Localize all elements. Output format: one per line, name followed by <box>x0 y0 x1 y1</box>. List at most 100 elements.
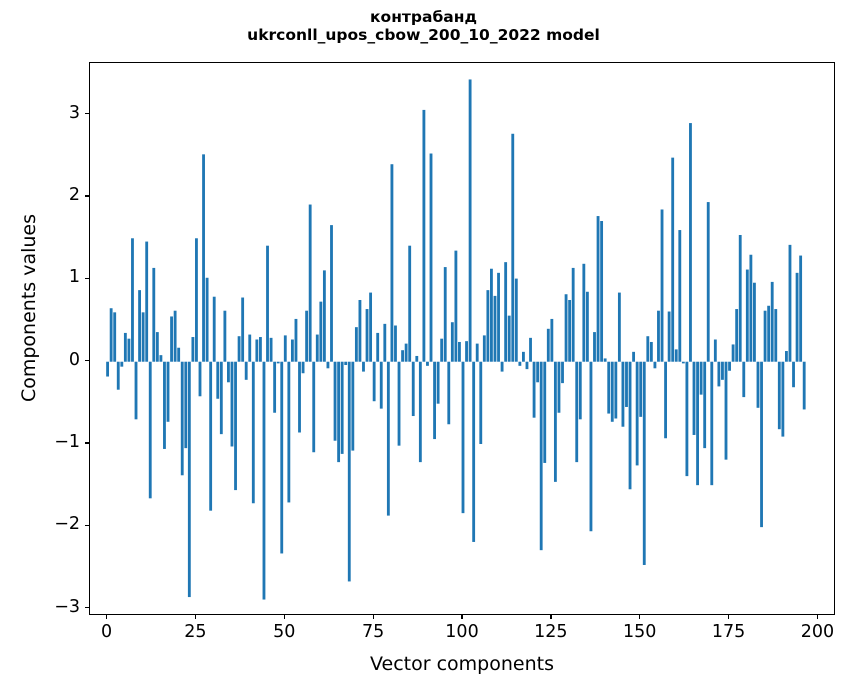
y-tick-label: 3 <box>68 102 80 123</box>
bar <box>753 282 756 362</box>
bar <box>177 347 181 362</box>
bar <box>607 361 611 414</box>
bar <box>777 361 781 430</box>
bar <box>312 361 316 453</box>
bar <box>202 154 205 362</box>
bar <box>170 316 173 362</box>
bar <box>212 296 216 362</box>
x-tick-mark <box>639 615 641 620</box>
y-tick-mark <box>84 524 89 526</box>
chart-title-line-1: контрабанд <box>370 8 477 26</box>
bar <box>760 361 763 528</box>
bar <box>785 351 788 362</box>
bar <box>330 225 333 362</box>
bar <box>543 361 547 463</box>
bar <box>653 361 657 369</box>
bar <box>461 361 465 514</box>
bar <box>770 281 774 362</box>
bar <box>689 123 692 362</box>
bar <box>276 361 280 364</box>
bar <box>642 361 646 565</box>
y-tick-label: −2 <box>54 514 80 535</box>
bar <box>706 202 710 362</box>
bar <box>802 361 806 410</box>
bar <box>109 308 113 362</box>
bar <box>617 292 621 362</box>
bar-series <box>106 79 806 600</box>
bar <box>255 339 259 362</box>
bar <box>781 361 785 437</box>
bar <box>774 309 778 362</box>
x-tick-mark <box>461 615 463 620</box>
bar <box>415 355 419 362</box>
x-tick-mark <box>816 615 819 620</box>
bar <box>664 361 667 439</box>
bar <box>678 230 682 362</box>
bar <box>187 361 191 598</box>
bar <box>603 358 607 362</box>
plot-surface <box>90 63 834 614</box>
bar <box>660 209 664 362</box>
bar <box>717 361 721 387</box>
bar <box>518 361 522 366</box>
bar <box>159 355 163 362</box>
bar <box>465 341 468 362</box>
bar <box>216 361 220 399</box>
bar <box>223 310 227 362</box>
bar <box>305 310 309 362</box>
bar <box>116 361 120 390</box>
bar <box>418 361 422 463</box>
bar <box>347 361 351 582</box>
bar <box>767 305 771 362</box>
x-tick-label: 200 <box>800 622 835 642</box>
x-tick-label: 50 <box>273 622 296 642</box>
bar <box>564 294 568 362</box>
bar <box>248 334 252 362</box>
bar <box>344 361 348 366</box>
bar <box>596 216 600 362</box>
y-axis-label: Components values <box>18 213 40 403</box>
bar <box>301 361 305 374</box>
bar <box>799 255 803 362</box>
bar <box>454 250 458 362</box>
bar <box>635 361 639 466</box>
bar <box>553 361 557 482</box>
bar <box>408 245 412 362</box>
x-tick-mark <box>283 615 285 620</box>
bar <box>209 361 213 511</box>
bar <box>724 361 728 460</box>
bar <box>529 337 532 362</box>
bar <box>269 337 273 362</box>
bar <box>134 361 138 420</box>
bar <box>738 234 742 362</box>
bar <box>550 318 554 362</box>
bar <box>365 309 369 362</box>
bar <box>443 267 447 362</box>
y-tick-label: 2 <box>68 185 80 206</box>
bar <box>532 361 536 418</box>
bar <box>401 350 404 362</box>
bar <box>362 361 365 372</box>
bar <box>244 361 248 380</box>
bar <box>681 361 685 364</box>
bar <box>298 361 301 433</box>
bar <box>557 361 561 413</box>
bar <box>578 361 582 420</box>
bar <box>326 361 330 369</box>
bar <box>287 361 291 503</box>
x-tick-mark <box>550 615 552 620</box>
bar <box>191 337 195 362</box>
bar <box>692 361 696 435</box>
bar <box>358 300 362 362</box>
bar <box>394 325 397 362</box>
x-tick-label: 150 <box>622 622 657 642</box>
y-tick-label: 0 <box>68 349 80 370</box>
chart-title-line-2: ukrconll_upos_cbow_200_10_2022 model <box>247 26 600 45</box>
bar <box>525 361 529 370</box>
bar <box>386 361 390 516</box>
bar <box>145 241 149 362</box>
bar <box>735 309 739 362</box>
bar <box>610 361 614 422</box>
bar <box>283 335 287 362</box>
x-tick-label: 25 <box>184 622 207 642</box>
